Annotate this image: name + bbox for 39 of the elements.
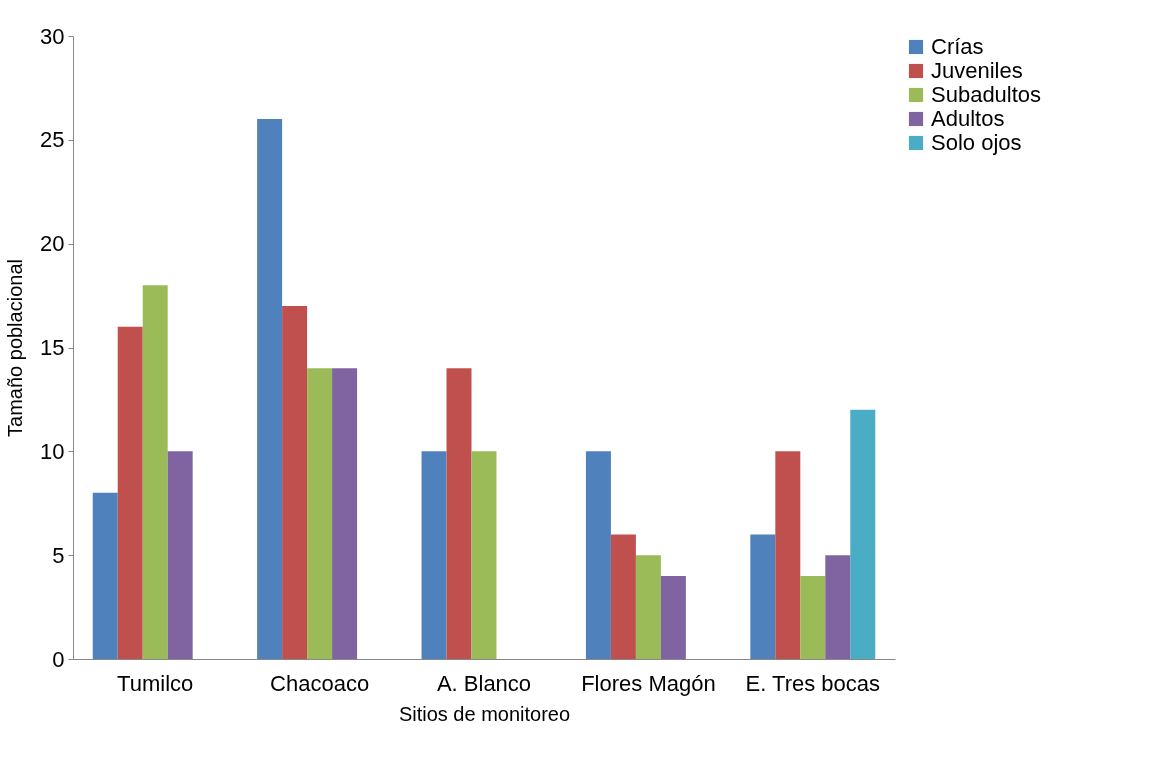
bar <box>660 575 686 659</box>
bar <box>775 451 801 659</box>
bar <box>750 534 776 659</box>
bar <box>257 119 283 659</box>
y-tick-label: 20 <box>40 231 65 257</box>
y-tick-label: 30 <box>40 23 65 49</box>
bar <box>167 451 193 659</box>
x-tick-label: Chacoaco <box>270 670 370 696</box>
bar <box>92 492 118 659</box>
bar <box>117 326 143 659</box>
legend-label: Adultos <box>931 106 1005 131</box>
bar <box>421 451 447 659</box>
legend-label: Juveniles <box>931 58 1023 83</box>
bar <box>282 305 308 659</box>
x-tick-label: A. Blanco <box>436 670 532 696</box>
y-tick-label: 10 <box>40 438 65 464</box>
x-axis-title: Sitios de monitoreo <box>398 702 571 725</box>
x-tick-label: Flores Magón <box>581 670 716 696</box>
bar <box>825 555 851 659</box>
bar <box>850 409 876 659</box>
bar <box>307 368 333 659</box>
x-tick-label: Tumilco <box>117 670 194 696</box>
y-tick-label: 5 <box>52 542 65 568</box>
y-tick-label: 15 <box>40 335 65 360</box>
y-tick-label: 0 <box>52 646 65 672</box>
legend-label: Subadultos <box>931 82 1042 107</box>
legend-label: Solo ojos <box>931 130 1022 155</box>
bar <box>800 575 826 659</box>
bar <box>471 451 497 659</box>
bar <box>635 555 661 659</box>
bar <box>332 368 358 659</box>
bar <box>142 285 168 659</box>
bar <box>610 534 636 659</box>
y-tick-label: 25 <box>40 127 65 153</box>
bar <box>585 451 611 659</box>
bar <box>446 368 472 659</box>
y-axis-title: Tamaño poblacional <box>4 259 27 437</box>
x-tick-label: E. Tres bocas <box>745 670 881 696</box>
legend-label: Crías <box>931 34 984 59</box>
